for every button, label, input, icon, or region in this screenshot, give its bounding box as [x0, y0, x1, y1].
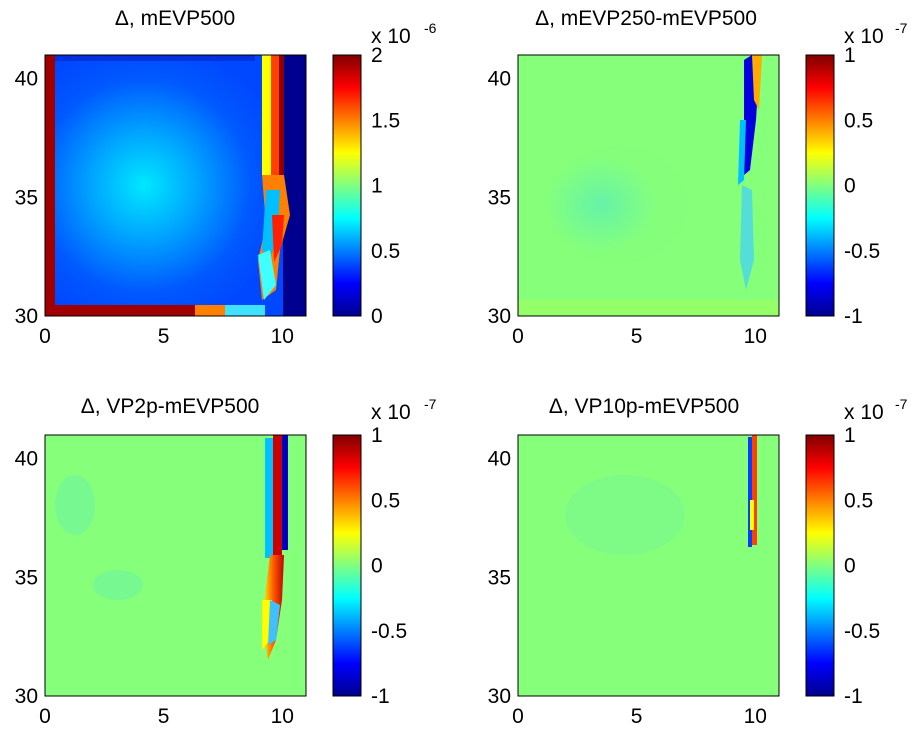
colorbar-exponent: -6: [424, 20, 437, 36]
colorbar-tick-label: 0.5: [371, 240, 400, 263]
colorbar-tick-label: 1: [371, 175, 383, 198]
y-tick-label: 40: [488, 448, 511, 471]
colorbar-tick-label: 0: [844, 175, 856, 198]
y-tick-label: 30: [488, 685, 511, 708]
colorbar-tick-label: 0.5: [844, 109, 873, 132]
heatmap-field: [45, 55, 306, 316]
y-tick-label: 30: [488, 305, 511, 328]
colorbar: x 10 -7: [805, 396, 908, 697]
y-tick-label: 30: [15, 305, 38, 328]
panel-3: Δ, VP2p-mEVP500 x 10 -7: [44, 395, 437, 697]
heatmap-field: [45, 435, 306, 696]
colorbar-tick-label: 0: [371, 555, 383, 578]
x-tick-label: 10: [744, 705, 767, 728]
colorbar-tick-label: 2: [371, 44, 383, 67]
colorbar-exponent: -7: [424, 396, 437, 412]
colorbar-tick-label: 0: [371, 305, 383, 328]
x-tick-label: 5: [158, 705, 170, 728]
colorbar-tick-label: 1: [844, 424, 856, 447]
x-tick-label: 0: [512, 705, 524, 728]
y-tick-label: 35: [15, 566, 38, 589]
colorbar-tick-label: -0.5: [371, 620, 407, 643]
y-tick-label: 35: [488, 186, 511, 209]
colorbar-tick-label: 0: [844, 555, 856, 578]
x-tick-label: 10: [271, 705, 294, 728]
colorbar-tick-label: 0.5: [844, 489, 873, 512]
heatmap-field: [518, 435, 779, 696]
x-tick-label: 10: [744, 325, 767, 348]
colorbar-exponent-base: x 10: [371, 25, 411, 48]
panel-title: Δ, VP2p-mEVP500: [81, 395, 260, 418]
colorbar-exponent: -7: [895, 20, 908, 36]
y-tick-label: 40: [15, 448, 38, 471]
colorbar-tick-label: 0.5: [371, 489, 400, 512]
colorbar-tick-label: -1: [371, 685, 390, 708]
colorbar-exponent-base: x 10: [844, 401, 884, 424]
colorbar-tick-label: -1: [844, 305, 863, 328]
colorbar-tick-label: -0.5: [844, 620, 880, 643]
x-tick-label: 5: [158, 325, 170, 348]
x-tick-label: 5: [631, 705, 643, 728]
x-tick-label: 0: [39, 325, 51, 348]
colorbar: x 10 -7: [332, 396, 437, 697]
colorbar-exponent-base: x 10: [844, 25, 884, 48]
panel-4: Δ, VP10p-mEVP500 x 10 -7: [517, 395, 908, 697]
panel-2: Δ, mEVP250-mEVP500 x 10 -7: [517, 7, 908, 317]
panel-title: Δ, mEVP250-mEVP500: [535, 7, 757, 30]
colorbar-tick-label: 1: [844, 44, 856, 67]
colorbar-tick-label: -1: [844, 685, 863, 708]
y-tick-label: 40: [15, 68, 38, 91]
y-tick-label: 35: [15, 186, 38, 209]
panel-title: Δ, mEVP500: [115, 7, 235, 30]
x-tick-label: 5: [631, 325, 643, 348]
x-tick-label: 10: [271, 325, 294, 348]
colorbar-tick-label: 1.5: [371, 109, 400, 132]
heatmap-field: [518, 55, 779, 316]
colorbar: x 10 -7: [805, 20, 908, 317]
colorbar-tick-label: 1: [371, 424, 383, 447]
x-tick-label: 0: [39, 705, 51, 728]
panel-title: Δ, VP10p-mEVP500: [549, 395, 739, 418]
colorbar-tick-label: -0.5: [844, 240, 880, 263]
y-tick-label: 35: [488, 566, 511, 589]
panel-1: Δ, mEVP500 x 10 -6: [44, 7, 437, 317]
colorbar-exponent: -7: [895, 396, 908, 412]
y-tick-label: 40: [488, 68, 511, 91]
colorbar-exponent-base: x 10: [371, 401, 411, 424]
x-tick-label: 0: [512, 325, 524, 348]
y-tick-label: 30: [15, 685, 38, 708]
colorbar: x 10 -6: [332, 20, 437, 317]
